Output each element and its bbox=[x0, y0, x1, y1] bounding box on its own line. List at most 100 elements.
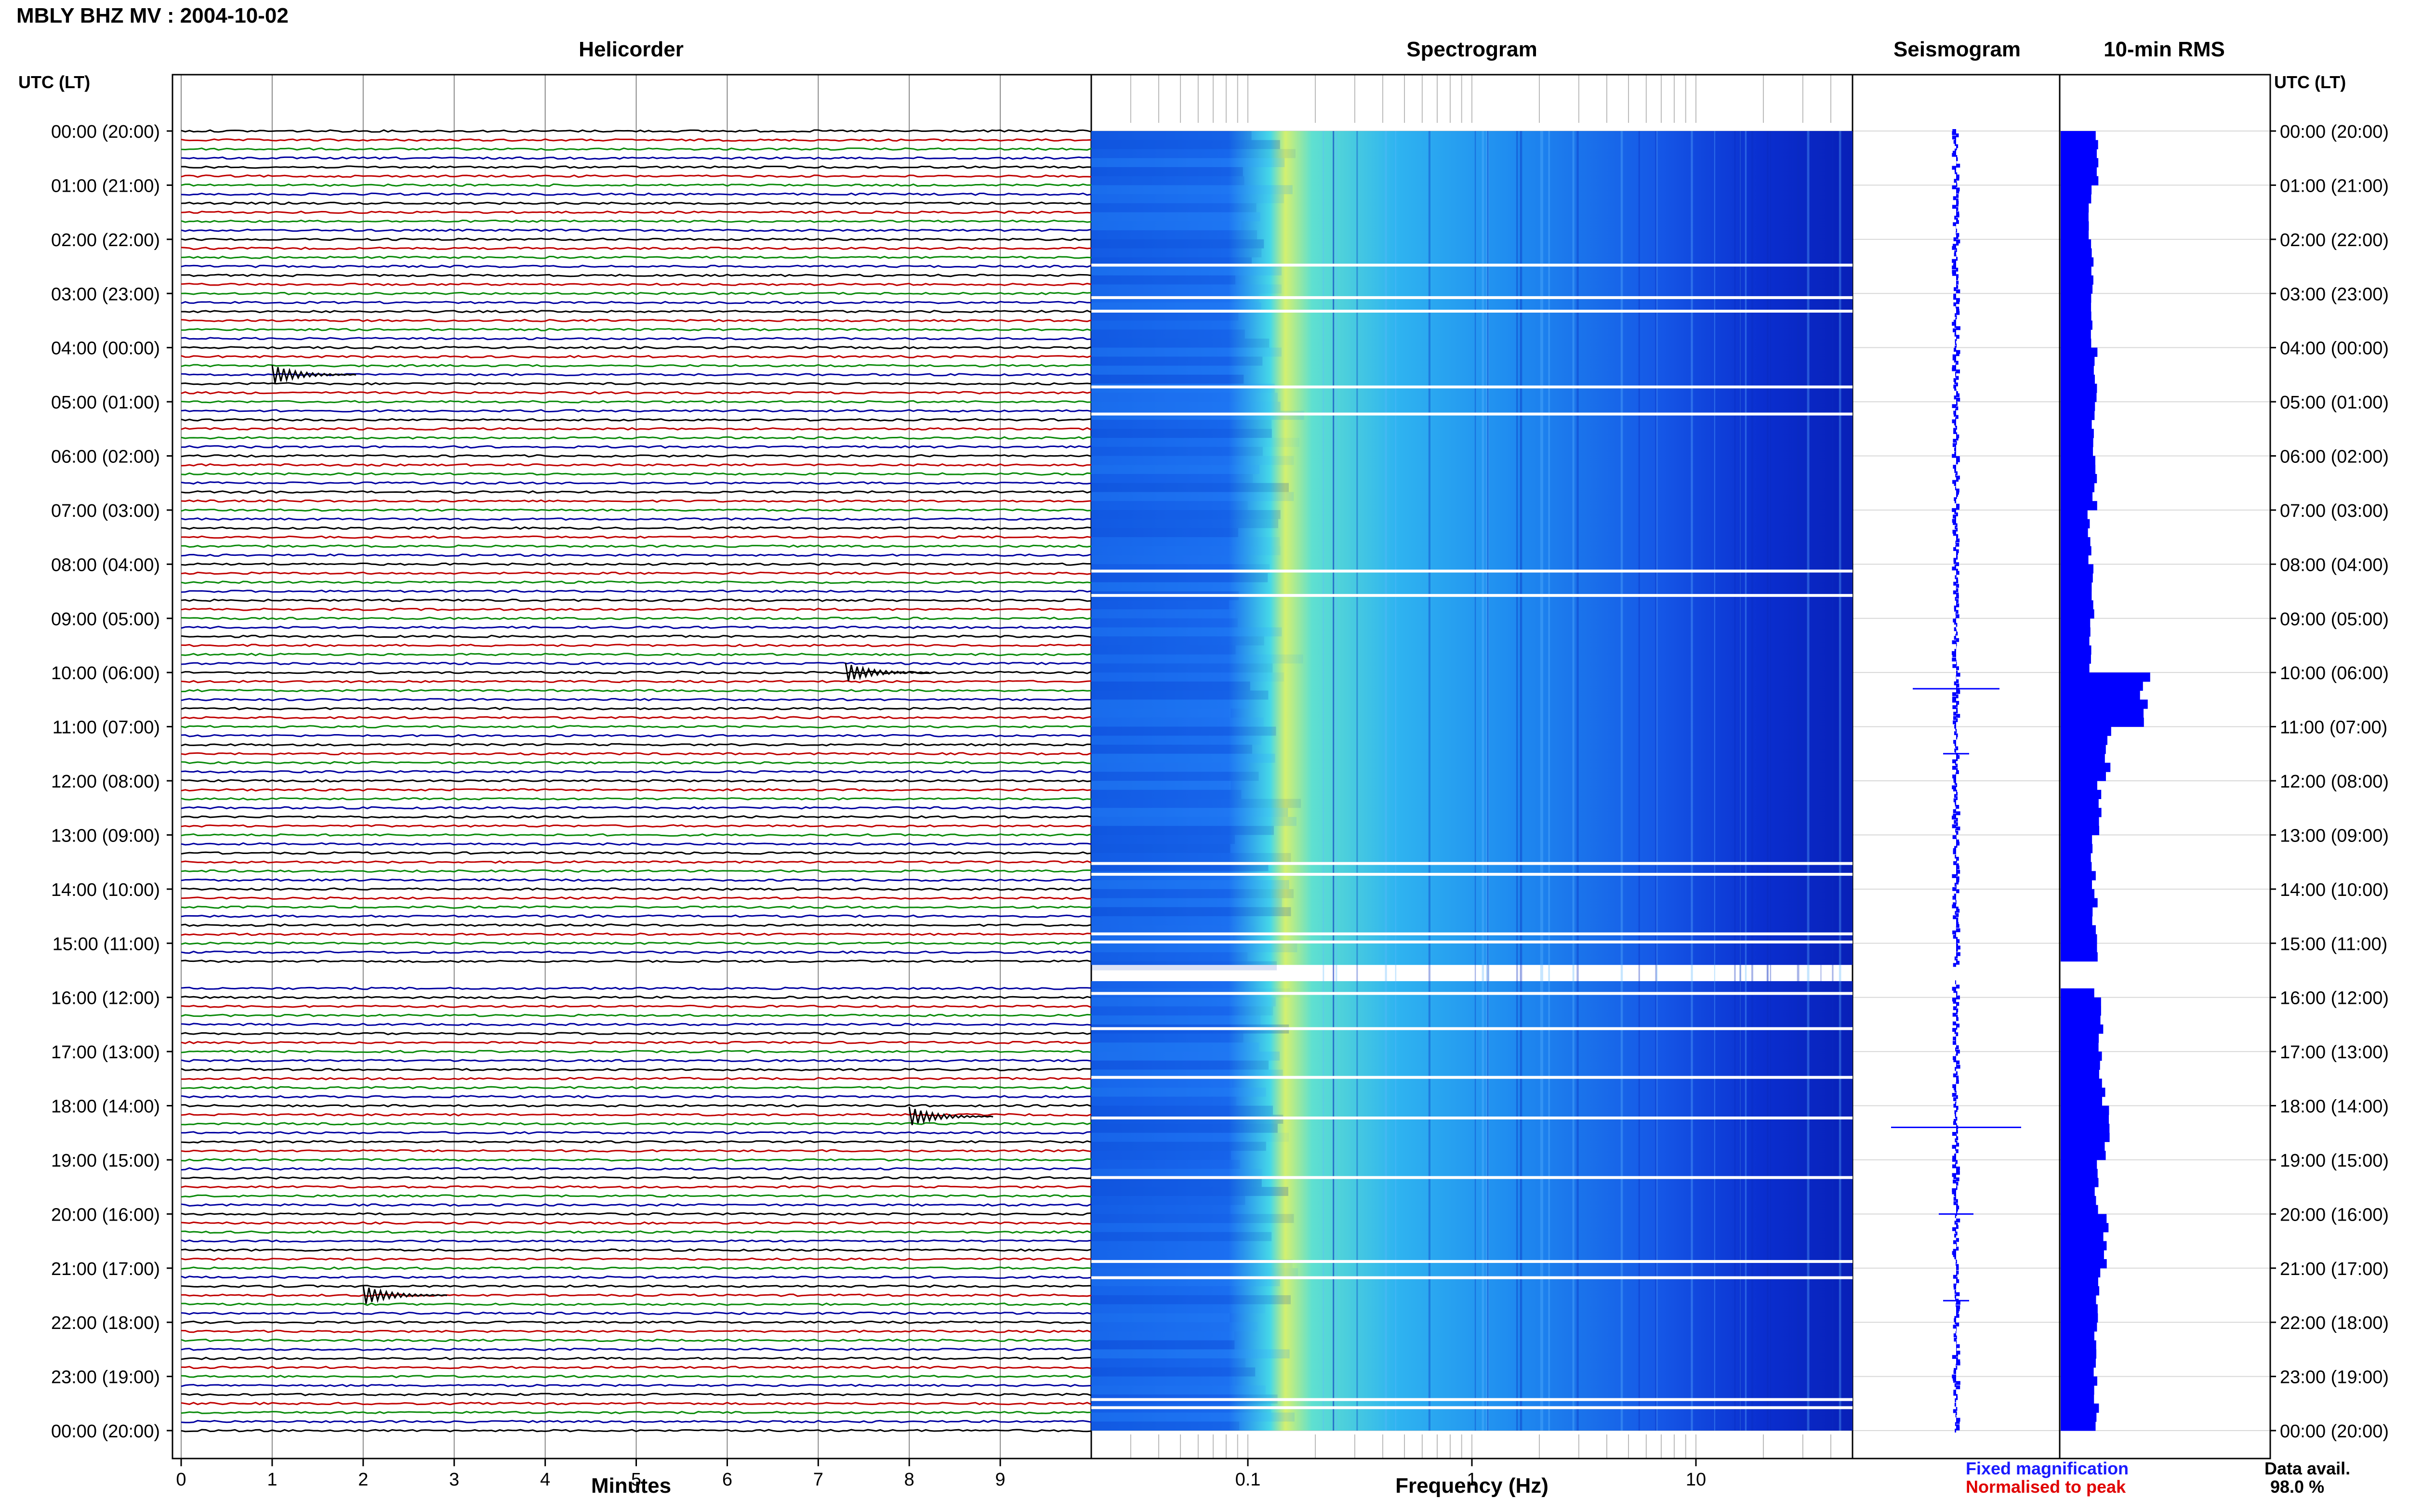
spectrogram-row-shade bbox=[1091, 140, 1280, 149]
helicorder-trace bbox=[181, 264, 1092, 268]
spectrogram-gap bbox=[1091, 1398, 1853, 1401]
helicorder-trace bbox=[181, 580, 1092, 584]
rms-bar bbox=[2061, 618, 2091, 628]
spectrogram-row-shade bbox=[1091, 320, 1250, 330]
rms-bar bbox=[2061, 745, 2106, 754]
spectrogram-row-shade bbox=[1091, 781, 1231, 790]
helicorder-trace bbox=[181, 1158, 1092, 1162]
helicorder-trace bbox=[181, 1167, 1092, 1171]
spectrogram-row-shade bbox=[1091, 799, 1301, 808]
helicorder-trace bbox=[181, 481, 1092, 485]
rms-bar bbox=[2061, 1096, 2103, 1106]
rms-bar bbox=[2061, 699, 2148, 709]
helicorder-trace bbox=[181, 878, 1092, 882]
hour-label-right: 10:00 (06:00) bbox=[2280, 663, 2389, 684]
rms-bar bbox=[2061, 383, 2097, 393]
spectrogram-gap bbox=[1091, 1027, 1853, 1030]
rms-bar bbox=[2061, 1169, 2098, 1178]
helicorder-trace bbox=[181, 1023, 1092, 1026]
helicorder-trace bbox=[181, 454, 1092, 458]
helicorder-trace bbox=[181, 1122, 1092, 1126]
legend-fixed: Fixed magnification bbox=[1966, 1459, 2129, 1478]
rms-bar bbox=[2061, 880, 2092, 890]
helicorder-trace bbox=[181, 1366, 1092, 1369]
helicorder-event bbox=[845, 662, 930, 682]
helicorder-trace bbox=[181, 1040, 1092, 1044]
helicorder-trace bbox=[181, 174, 1092, 178]
helicorder-trace bbox=[181, 129, 1092, 133]
spectrogram-row-shade bbox=[1091, 1159, 1240, 1169]
rms-bar bbox=[2061, 826, 2100, 835]
spectrogram-row-shade bbox=[1091, 1223, 1240, 1232]
helicorder-trace bbox=[181, 282, 1092, 287]
helicorder-trace bbox=[181, 192, 1092, 196]
helicorder-trace bbox=[181, 1185, 1092, 1189]
hour-label-left: 09:00 (05:00) bbox=[51, 609, 160, 630]
spectrogram-tick-label: 10 bbox=[1686, 1470, 1706, 1490]
helicorder-xlabel: Minutes bbox=[591, 1474, 672, 1498]
spectrogram-row-shade bbox=[1091, 997, 1276, 1007]
hour-label-left: 01:00 (21:00) bbox=[51, 176, 160, 196]
rms-bar bbox=[2061, 772, 2106, 781]
helicorder-trace bbox=[181, 508, 1092, 512]
helicorder-trace bbox=[181, 1420, 1092, 1423]
helicorder-trace bbox=[181, 1257, 1092, 1261]
spectrogram-row-shade bbox=[1091, 284, 1282, 294]
rms-bar bbox=[2061, 410, 2095, 421]
helicorder-trace bbox=[181, 165, 1092, 169]
rms-bar bbox=[2061, 1232, 2104, 1242]
rms-bar bbox=[2061, 131, 2096, 141]
rms-bar bbox=[2061, 167, 2097, 177]
spectrogram-row-shade bbox=[1091, 528, 1239, 538]
helicorder-trace bbox=[181, 255, 1092, 259]
helicorder-trace bbox=[181, 247, 1092, 250]
helicorder-trace bbox=[181, 318, 1092, 323]
spectrogram-row-shade bbox=[1091, 447, 1263, 456]
helicorder-trace bbox=[181, 707, 1092, 710]
rms-bar bbox=[2061, 1304, 2098, 1314]
rms-bar bbox=[2061, 916, 2092, 926]
spectrogram-row-shade bbox=[1091, 826, 1274, 835]
helicorder-trace bbox=[181, 941, 1092, 945]
rms-bar bbox=[2061, 176, 2099, 185]
helicorder-trace bbox=[181, 382, 1092, 386]
spectrogram-row-shade bbox=[1091, 366, 1251, 375]
hour-label-right: 00:00 (20:00) bbox=[2280, 1421, 2389, 1442]
hour-label-right: 17:00 (13:00) bbox=[2280, 1042, 2389, 1063]
rms-bar bbox=[2061, 573, 2093, 583]
spectrogram-row-shade bbox=[1091, 1123, 1278, 1133]
helicorder-trace bbox=[181, 517, 1092, 521]
hour-label-left: 23:00 (19:00) bbox=[51, 1367, 160, 1388]
helicorder-trace bbox=[181, 779, 1092, 783]
rms-bar bbox=[2061, 582, 2092, 592]
spectrogram-row-shade bbox=[1091, 763, 1249, 772]
rms-bar bbox=[2061, 338, 2091, 348]
spectrogram-row-shade bbox=[1091, 835, 1235, 844]
helicorder-trace bbox=[181, 960, 1092, 963]
hour-label-left: 11:00 (07:00) bbox=[53, 718, 160, 738]
spectrogram-row-shade bbox=[1091, 212, 1260, 222]
helicorder-trace bbox=[181, 851, 1092, 855]
spectrogram-row-shade bbox=[1091, 420, 1272, 429]
hour-label-left: 14:00 (10:00) bbox=[51, 880, 160, 900]
helicorder-trace bbox=[181, 950, 1092, 954]
hour-label-right: 13:00 (09:00) bbox=[2280, 826, 2389, 846]
spectrogram-xlabel: Frequency (Hz) bbox=[1395, 1474, 1549, 1498]
helicorder-trace bbox=[181, 1284, 1092, 1288]
spectrogram-row-shade bbox=[1091, 329, 1245, 339]
rms-bar bbox=[2061, 726, 2111, 736]
helicorder-trace bbox=[181, 355, 1092, 358]
hour-label-left: 13:00 (09:00) bbox=[51, 826, 160, 846]
spectrogram-row-shade bbox=[1091, 438, 1300, 447]
spectrogram-row-shade bbox=[1091, 1015, 1261, 1025]
hour-label-right: 19:00 (15:00) bbox=[2280, 1151, 2389, 1171]
rms-bar bbox=[2061, 1421, 2096, 1431]
rms-bar bbox=[2061, 1132, 2110, 1142]
rms-bar bbox=[2061, 1223, 2109, 1233]
spectrogram-row-shade bbox=[1091, 194, 1284, 203]
rms-bar bbox=[2061, 1358, 2096, 1368]
rms-bar bbox=[2061, 717, 2144, 727]
helicorder-event bbox=[908, 1106, 993, 1125]
rms-bar bbox=[2061, 1060, 2100, 1070]
spectrogram-row-shade bbox=[1091, 1142, 1266, 1151]
